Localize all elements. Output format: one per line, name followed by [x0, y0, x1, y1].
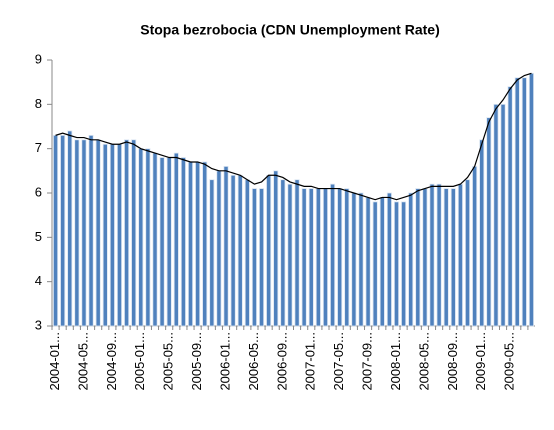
y-tick-label: 9	[35, 51, 42, 66]
bar	[138, 148, 144, 327]
bar	[294, 179, 300, 327]
bar	[81, 139, 87, 327]
bar	[273, 170, 279, 327]
bar	[308, 188, 314, 327]
bar	[223, 165, 229, 327]
bar	[195, 161, 201, 327]
y-tick-label: 7	[35, 140, 42, 155]
bar	[166, 157, 172, 327]
trend-line	[55, 72, 532, 201]
bar	[251, 188, 257, 327]
bar	[145, 148, 151, 327]
bar	[479, 139, 485, 327]
bar	[173, 152, 179, 327]
bar	[493, 103, 499, 327]
bar	[514, 77, 520, 327]
y-tick-label: 4	[35, 273, 42, 288]
bar	[301, 188, 307, 327]
bar	[109, 143, 115, 327]
bar	[450, 188, 456, 327]
bar	[372, 201, 378, 327]
x-tick-label: 2007-01...	[303, 332, 318, 391]
bar	[159, 157, 165, 327]
bar	[280, 179, 286, 327]
bar	[365, 197, 371, 327]
bar	[472, 165, 478, 327]
x-tick-label: 2009-05...	[502, 332, 517, 391]
bar	[486, 117, 492, 327]
bar	[216, 170, 222, 327]
bar	[393, 201, 400, 327]
chart-title: Stopa bezrobocia (CDN Unemployment Rate)	[140, 22, 439, 38]
y-tick-label: 8	[35, 96, 42, 111]
bar	[74, 139, 80, 327]
x-tick-label: 2005-09...	[189, 332, 204, 391]
bar	[60, 134, 66, 327]
x-tick-label: 2004-09...	[104, 332, 119, 391]
bar	[131, 139, 137, 327]
x-tick-label: 2006-09...	[274, 332, 289, 391]
bar	[408, 192, 414, 327]
bar	[351, 192, 357, 327]
x-tick-label: 2004-05...	[75, 332, 90, 391]
bar	[415, 188, 421, 327]
bar	[244, 179, 250, 327]
x-tick-label: 2006-01...	[217, 332, 232, 391]
bar	[464, 179, 471, 327]
bar	[95, 139, 101, 327]
bar	[379, 197, 385, 327]
y-tick-label: 3	[35, 317, 42, 332]
bar	[230, 174, 236, 327]
bar	[102, 143, 108, 327]
x-tick-label: 2008-09...	[445, 332, 460, 391]
bar	[422, 188, 428, 327]
x-tick-label: 2008-01...	[388, 332, 403, 391]
x-tick-label: 2005-01...	[132, 332, 147, 391]
bar	[266, 174, 272, 327]
bar	[53, 134, 59, 327]
bar	[386, 192, 392, 327]
bar	[528, 72, 534, 327]
bar	[500, 103, 506, 327]
x-tick-label: 2008-05...	[416, 332, 431, 391]
bar	[116, 143, 123, 327]
bar	[521, 77, 527, 327]
x-tick-label: 2004-01...	[47, 332, 62, 391]
bar	[344, 188, 350, 327]
bar	[237, 174, 243, 327]
x-tick-label: 2005-05...	[161, 332, 176, 391]
bar	[124, 139, 130, 327]
x-tick-label: 2007-09...	[360, 332, 375, 391]
bar	[187, 161, 194, 327]
bar	[287, 183, 293, 327]
x-tick-label: 2009-01...	[473, 332, 488, 391]
bar	[443, 188, 449, 327]
y-tick-label: 5	[35, 229, 42, 244]
bar	[152, 152, 158, 327]
bar	[457, 183, 463, 327]
bar	[429, 183, 435, 327]
x-tick-label: 2007-05...	[331, 332, 346, 391]
bar	[337, 188, 343, 327]
bar	[507, 86, 513, 327]
bar	[67, 130, 73, 327]
bar	[202, 161, 208, 327]
y-tick-label: 6	[35, 184, 42, 199]
bar	[436, 183, 442, 327]
bar	[180, 157, 186, 327]
bar	[401, 201, 407, 327]
bar	[209, 179, 215, 327]
bar	[358, 192, 364, 327]
x-tick-label: 2006-05...	[246, 332, 261, 391]
bar	[330, 183, 336, 327]
bar	[259, 188, 265, 327]
bar	[315, 188, 321, 327]
bar	[88, 134, 94, 327]
bar	[322, 188, 328, 327]
